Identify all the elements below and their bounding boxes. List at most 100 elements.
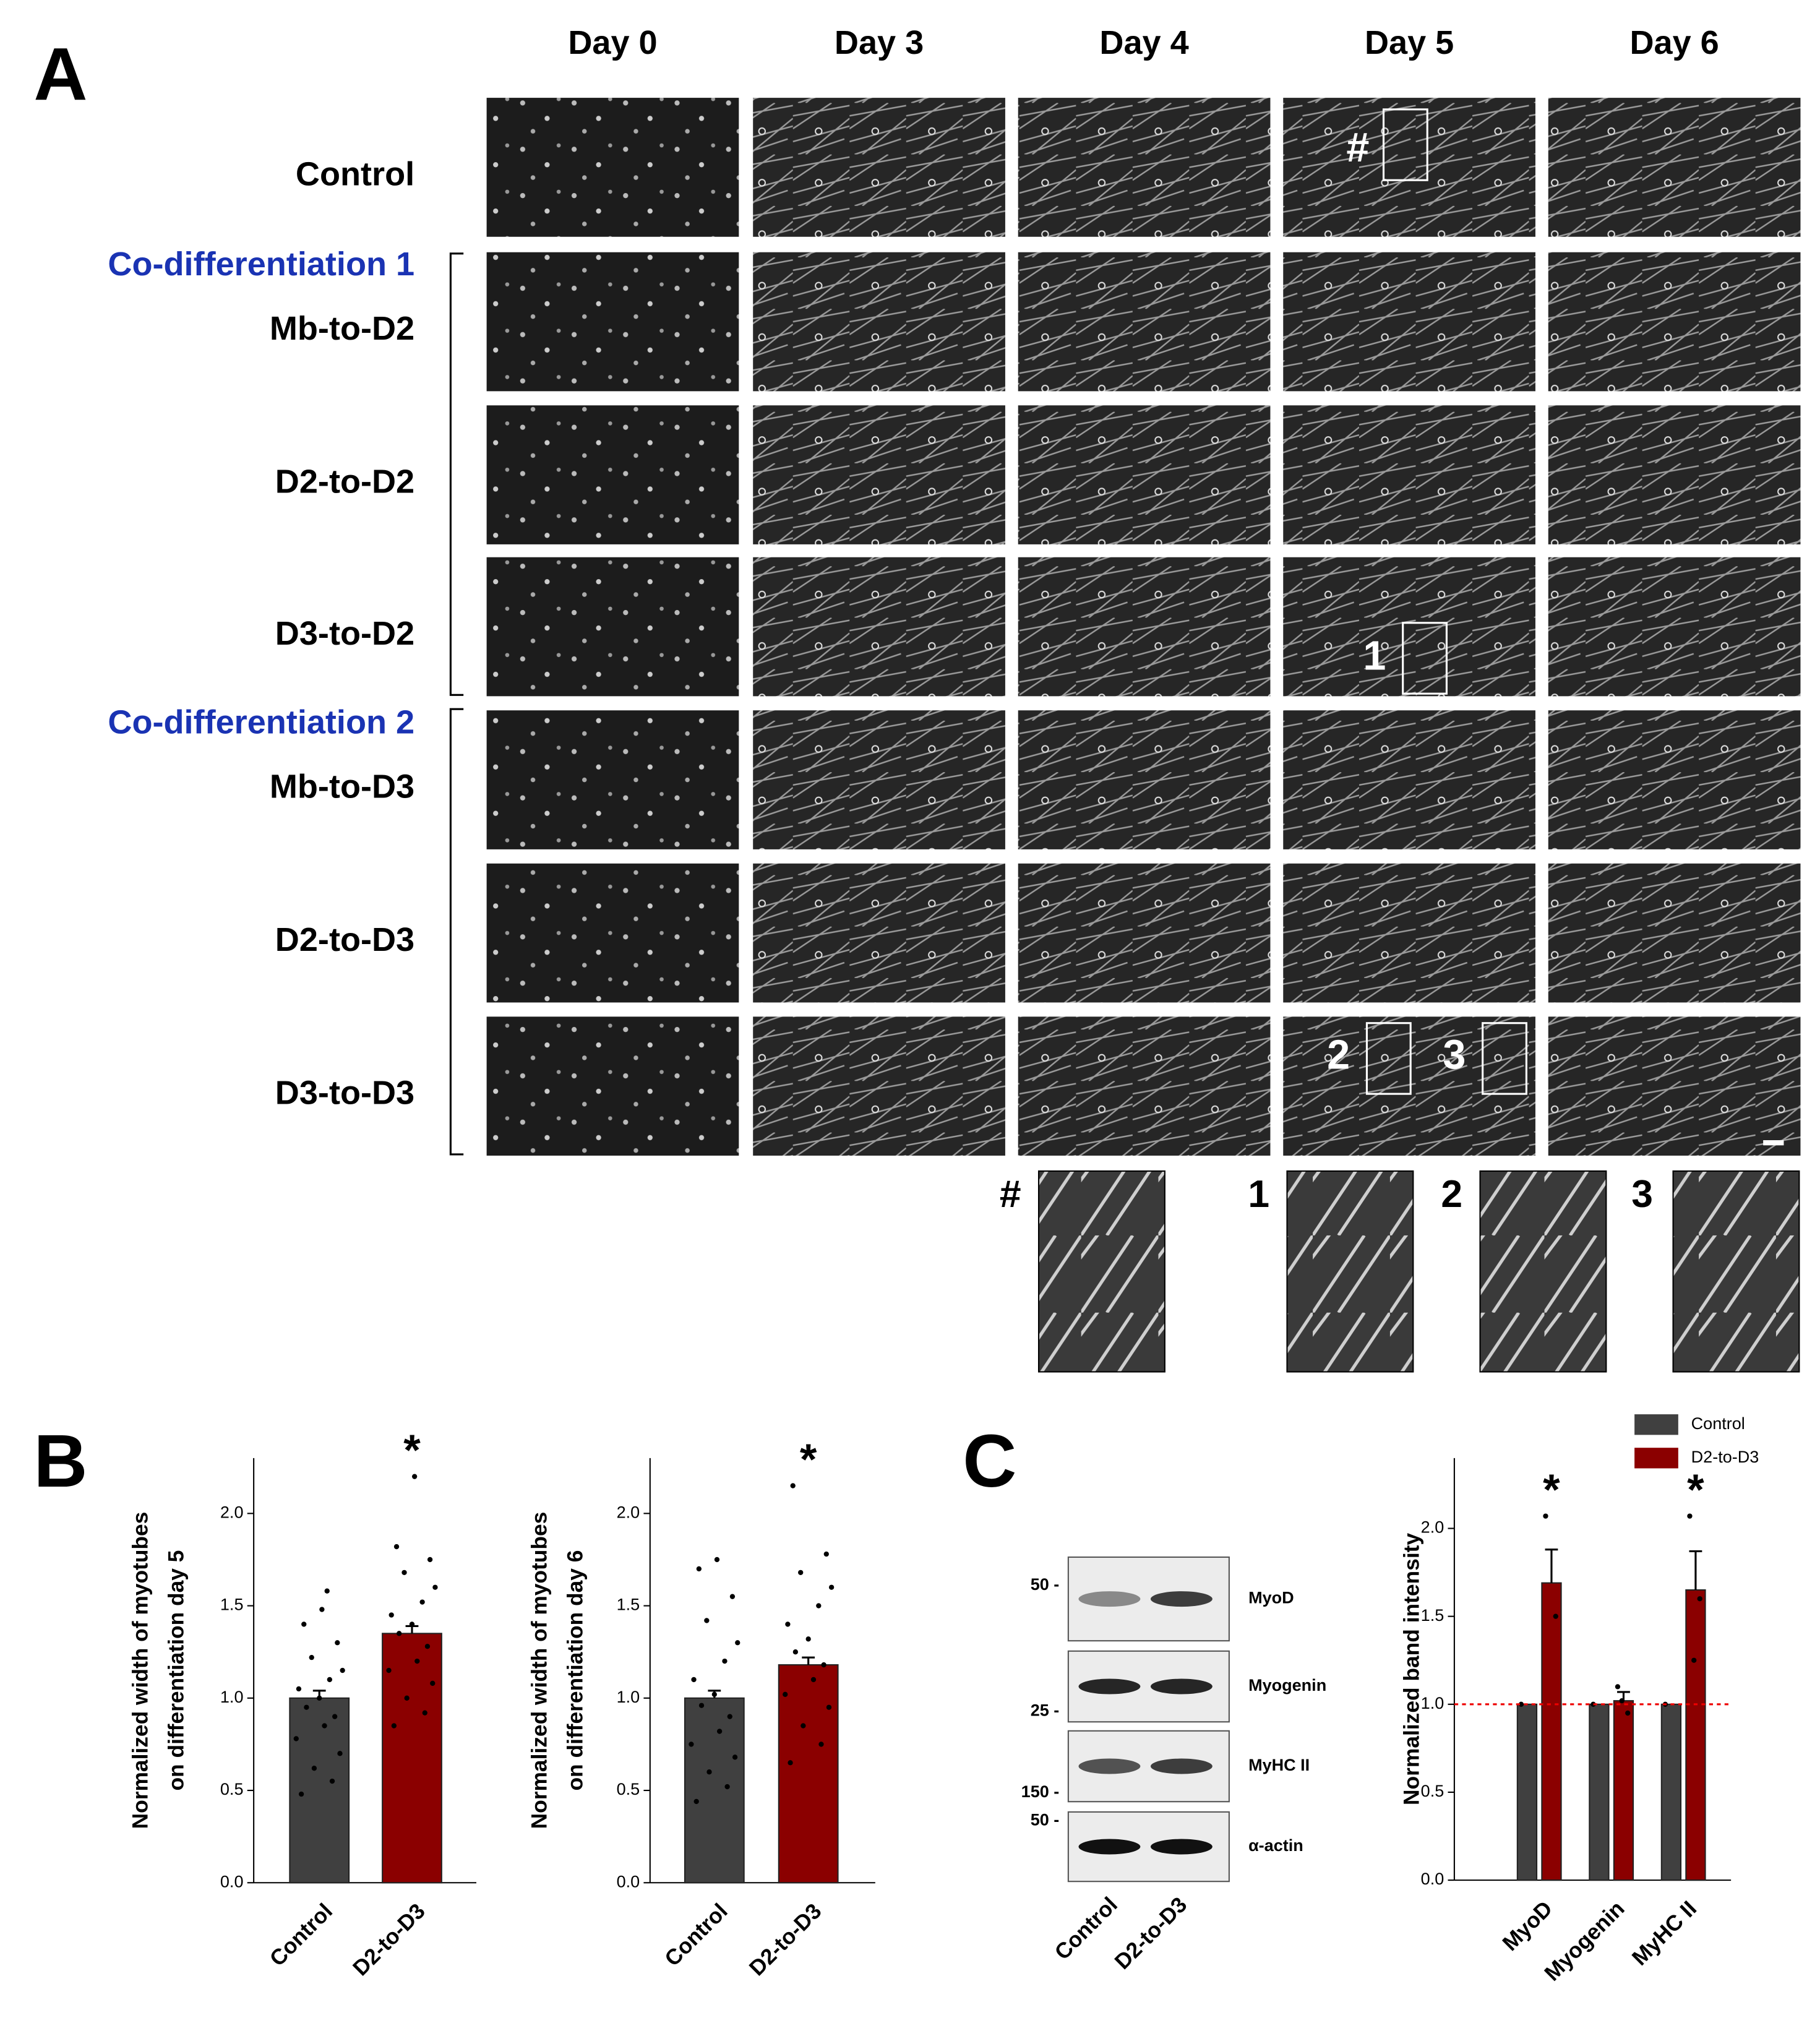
row-label: D2-to-D3 [275, 921, 414, 958]
micrograph [1018, 405, 1271, 544]
inset-image [1286, 1170, 1414, 1373]
data-point [696, 1566, 702, 1572]
inset-label: 2 [1441, 1173, 1462, 1216]
data-point [422, 1710, 427, 1716]
legend-label: D2-to-D3 [1691, 1448, 1759, 1466]
bar [1516, 1703, 1538, 1881]
row-label: D2-to-D2 [275, 463, 414, 500]
micrograph [486, 863, 739, 1003]
panel-a: A [33, 32, 87, 116]
panel-b: B [33, 1419, 87, 1503]
data-point [296, 1686, 302, 1692]
row-label: Mb-to-D2 [270, 310, 414, 347]
data-point [785, 1621, 791, 1627]
data-point [1697, 1596, 1702, 1602]
micrograph [1548, 1016, 1801, 1156]
data-point [298, 1791, 304, 1797]
data-point [430, 1680, 436, 1686]
data-point [388, 1612, 394, 1618]
y-axis-label: Normalized width of myotubes [527, 1512, 551, 1829]
micrograph [486, 557, 739, 697]
data-point [1590, 1701, 1596, 1707]
band-label: MyHC II [1248, 1756, 1310, 1774]
panel-label: C [963, 1419, 1016, 1503]
y-tick-label: 1.5 [220, 1596, 244, 1614]
micrograph [1548, 98, 1801, 237]
micrograph [1548, 863, 1801, 1003]
data-point [404, 1695, 410, 1701]
y-tick-label: 1.5 [1421, 1606, 1444, 1625]
column-header: Day 6 [1629, 24, 1719, 61]
data-point [1691, 1657, 1697, 1663]
data-point [816, 1603, 822, 1609]
significance: * [1543, 1465, 1560, 1514]
data-point [1619, 1698, 1625, 1704]
micrograph [1283, 1016, 1535, 1156]
data-point [798, 1570, 804, 1576]
data-point [704, 1618, 710, 1623]
bar [684, 1697, 745, 1884]
data-point [335, 1640, 340, 1646]
data-point [801, 1723, 806, 1729]
data-point [810, 1677, 817, 1683]
y-tick-label: 0.5 [617, 1780, 640, 1798]
row-label: D3-to-D3 [275, 1074, 414, 1111]
blot-band [1150, 1839, 1213, 1855]
blot-band [1150, 1591, 1213, 1607]
group-label: Co-differentiation 2 [108, 703, 414, 741]
data-point [821, 1662, 826, 1668]
y-tick-label: 1.0 [1421, 1694, 1444, 1712]
inset-image [1672, 1170, 1800, 1373]
legend-swatch [1634, 1448, 1678, 1469]
data-point [1615, 1684, 1621, 1690]
data-point [783, 1691, 788, 1697]
y-tick-label: 0.0 [220, 1872, 244, 1891]
bar [1685, 1589, 1706, 1881]
y-tick-label: 2.0 [220, 1503, 244, 1521]
data-point [792, 1649, 799, 1655]
micrograph [1018, 98, 1271, 237]
size-marker: 50 - [1031, 1811, 1060, 1829]
blot-band [1078, 1839, 1141, 1855]
x-tick-label: D2-to-D3 [745, 1899, 826, 1981]
bar [778, 1664, 839, 1884]
inset-label: 3 [1631, 1173, 1653, 1216]
image-marker: # [1346, 125, 1369, 171]
size-marker: 150 - [1021, 1782, 1060, 1801]
y-axis-label: on differentiation day 6 [564, 1550, 588, 1791]
x-tick-label: MyHC II [1628, 1896, 1701, 1970]
data-point [419, 1599, 425, 1605]
data-point [828, 1584, 835, 1590]
group-label: Co-differentiation 1 [108, 246, 414, 283]
data-point [698, 1703, 705, 1708]
y-tick-label: 1.0 [220, 1688, 244, 1706]
data-point [322, 1723, 327, 1729]
data-point [790, 1483, 796, 1488]
data-point [1518, 1701, 1524, 1707]
panel-c: C [963, 1419, 1016, 1503]
row-label: Control [296, 155, 414, 192]
data-point [391, 1723, 397, 1729]
micrograph [1548, 710, 1801, 849]
panel-label: B [33, 1419, 87, 1503]
zoom-box [1365, 1022, 1412, 1095]
data-point [1687, 1513, 1693, 1519]
band-label: Myogenin [1248, 1676, 1326, 1694]
micrograph [486, 1016, 739, 1156]
data-point [397, 1631, 402, 1636]
blot-band [1150, 1678, 1213, 1694]
inset-image [1479, 1170, 1607, 1373]
y-tick-label: 2.0 [617, 1503, 640, 1521]
bar [1613, 1700, 1634, 1881]
y-tick-label: 0.0 [617, 1872, 640, 1891]
micrograph [1283, 98, 1535, 237]
row-label: Mb-to-D3 [270, 768, 414, 805]
x-tick-label: Control [265, 1899, 337, 1971]
data-point [735, 1640, 740, 1646]
lane-label: D2-to-D3 [1110, 1892, 1192, 1974]
data-point [311, 1766, 317, 1771]
data-point [424, 1644, 431, 1649]
micrograph [753, 98, 1005, 237]
data-point [826, 1704, 832, 1710]
data-point [823, 1551, 829, 1557]
